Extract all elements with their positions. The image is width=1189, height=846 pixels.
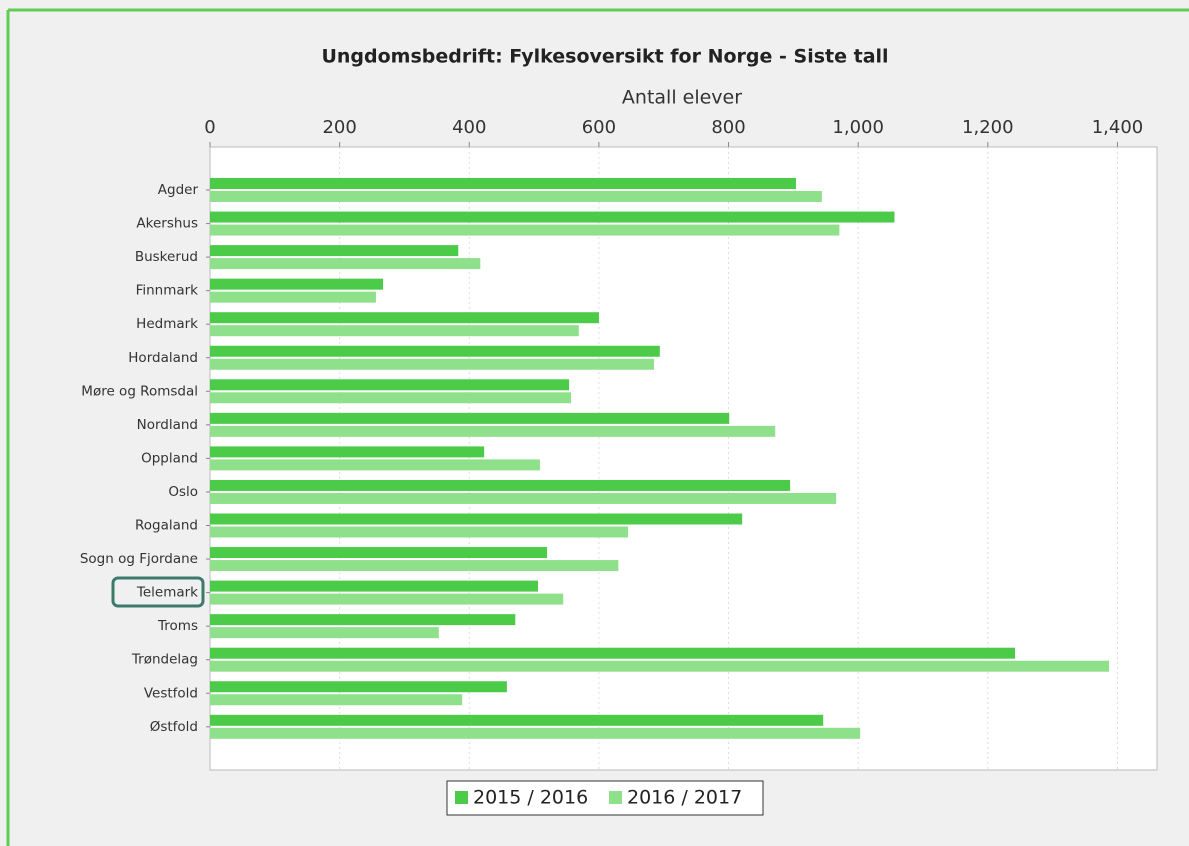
y-tick-label: Vestfold [144,685,198,701]
bar [210,513,743,525]
y-tick-label: Hordaland [128,350,198,366]
bar [210,291,376,303]
x-tick-label: 0 [204,117,215,138]
bar [210,614,516,626]
bar [210,278,384,290]
x-tick-label: 400 [452,117,486,138]
y-tick-label: Nordland [137,417,198,433]
bar [210,258,481,270]
bar [210,547,548,559]
plot-area [209,146,1158,771]
x-axis-label: Antall elever [622,87,742,109]
y-tick-label: Buskerud [135,249,198,265]
legend-swatch [609,791,622,804]
bar [210,379,570,391]
bar [210,560,619,572]
bar [210,647,1016,659]
bar [210,211,895,223]
y-tick-label: Finnmark [136,283,199,299]
bar [210,191,822,202]
y-tick-label: Møre og Romsdal [81,383,198,399]
x-tick-label: 1,400 [1092,117,1144,138]
x-tick-label: 1,200 [962,117,1014,138]
bar [210,178,796,189]
y-tick-label: Oslo [168,484,198,500]
x-tick-label: 1,000 [832,117,884,138]
bar [210,580,538,592]
bar [210,593,564,605]
y-tick-label: Troms [157,618,198,634]
bar [210,224,840,236]
y-tick-label: Trøndelag [131,652,198,668]
chart-title: Ungdomsbedrift: Fylkesoversikt for Norge… [321,46,888,68]
bar [210,412,730,424]
x-tick-label: 200 [322,117,356,138]
bar [210,660,1110,672]
bar [210,694,463,706]
y-tick-label: Akershus [136,216,198,232]
bar [210,492,837,504]
bar [210,245,459,257]
y-tick-label: Østfold [150,719,198,735]
bar [210,627,439,639]
bar [210,446,485,458]
bar [210,312,599,324]
bar [210,681,507,693]
bar [210,459,540,471]
x-tick-label: 600 [582,117,616,138]
y-tick-label: Rogaland [135,518,198,534]
x-tick-label: 800 [711,117,745,138]
highlight-box [111,576,205,608]
y-tick-label: Hedmark [136,316,198,332]
bar [210,358,655,370]
bar [210,392,572,404]
y-tick-label: Sogn og Fjordane [80,551,198,567]
legend-label: 2015 / 2016 [473,787,588,809]
bar [210,714,824,726]
y-tick-label: Telemark [136,585,198,601]
bar [210,345,660,357]
legend-swatch [455,791,468,804]
legend-label: 2016 / 2017 [627,787,742,809]
bar [210,479,791,491]
bar [210,727,861,739]
y-tick-label: Agder [158,182,199,198]
bar [210,325,579,337]
y-tick-label: Oppland [141,450,198,466]
legend [446,780,764,816]
bar [210,526,629,538]
bar [210,425,776,437]
